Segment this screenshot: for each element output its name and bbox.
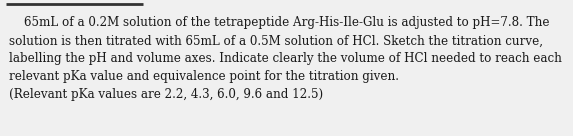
Text: 65mL of a 0.2M solution of the tetrapeptide Arg-His-Ile-Glu is adjusted to pH=7.: 65mL of a 0.2M solution of the tetrapept… (9, 16, 562, 101)
